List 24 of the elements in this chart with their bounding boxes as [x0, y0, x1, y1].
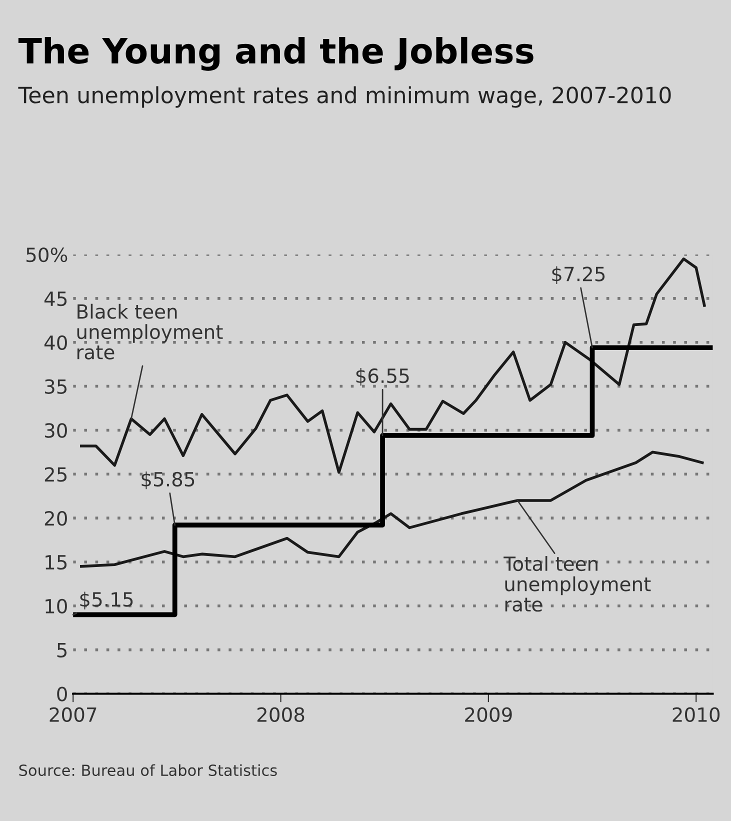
annotation: Total teen unemployment rate: [504, 556, 651, 612]
annotation: $7.25: [552, 266, 605, 284]
x-tick-label: 2007: [50, 707, 96, 722]
y-tick-label: 45: [44, 292, 67, 306]
y-tick-label: 10: [46, 598, 67, 614]
annotation: $5.15: [80, 592, 133, 610]
y-tick-label: 40: [44, 335, 67, 350]
annotation: $5.85: [142, 472, 194, 490]
y-tick-label: 35: [44, 379, 67, 394]
y-tick-label: 15: [46, 555, 67, 570]
annotation: Black teen unemployment rate: [77, 304, 223, 360]
source-note: Source: Bureau of Labor Statistics: [19, 764, 277, 776]
y-tick-label: 5: [57, 643, 67, 658]
y-tick-label: 25: [44, 467, 67, 482]
y-tick-label: 30: [44, 423, 67, 438]
y-tick-label: 20: [44, 511, 67, 526]
chart-title: The Young and the Jobless: [18, 36, 534, 71]
annotation: $6.55: [356, 368, 409, 386]
chart-subtitle: Teen unemployment rates and minimum wage, 2007-2010: [18, 86, 671, 108]
x-tick-label: 2009: [465, 707, 512, 722]
y-tick-label: 50%: [26, 247, 68, 262]
x-tick-label: 2008: [257, 707, 304, 722]
y-tick-label: 0: [57, 686, 67, 702]
x-tick-label: 2010: [672, 707, 720, 722]
